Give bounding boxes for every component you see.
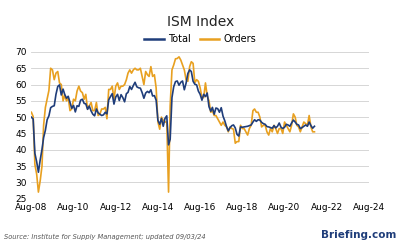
Title: ISM Index: ISM Index xyxy=(166,15,234,29)
Text: Briefing.com: Briefing.com xyxy=(321,230,396,240)
Text: Source: Institute for Supply Management; updated 09/03/24: Source: Institute for Supply Management;… xyxy=(4,234,206,240)
Legend: Total, Orders: Total, Orders xyxy=(140,30,260,48)
